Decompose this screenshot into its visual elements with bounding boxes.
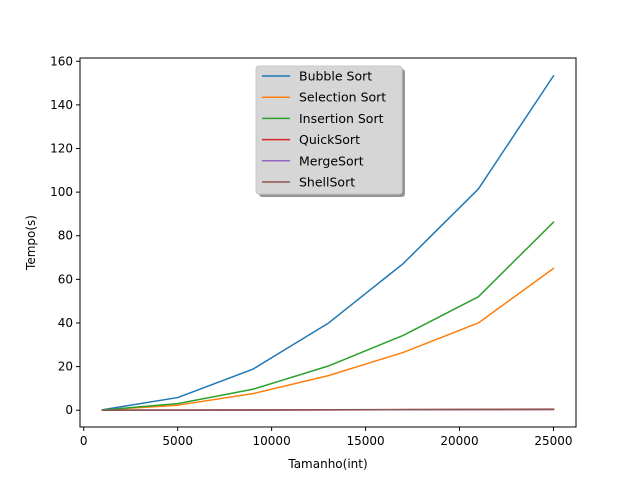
x-tick-label: 15000 [346, 434, 384, 448]
legend-label: Bubble Sort [299, 69, 372, 84]
y-tick-label: 0 [65, 403, 73, 417]
y-axis: 0 20 40 60 80 100 120 140 160 [50, 54, 80, 417]
x-tick-label: 10000 [253, 434, 291, 448]
y-tick-label: 20 [58, 360, 73, 374]
series-line-shellsort [101, 408, 555, 411]
y-tick-label: 60 [58, 272, 73, 286]
x-tick-label: 0 [80, 434, 88, 448]
x-tick-label: 20000 [440, 434, 478, 448]
legend: Bubble Sort Selection Sort Insertion Sort Q… [255, 65, 405, 197]
legend-label: QuickSort [299, 132, 360, 147]
series-line-bubble-sort [101, 74, 555, 411]
legend-box [255, 65, 403, 195]
legend-label: MergeSort [299, 153, 364, 168]
y-tick-label: 100 [50, 185, 73, 199]
x-tick-label: 5000 [162, 434, 193, 448]
series-line-selection-sort [101, 267, 555, 411]
y-tick-label: 80 [58, 229, 73, 243]
y-tick-label: 40 [58, 316, 73, 330]
legend-label: ShellSort [299, 175, 355, 190]
legend-label: Selection Sort [299, 90, 386, 105]
x-tick-label: 25000 [534, 434, 572, 448]
x-axis: 0 5000 10000 15000 20000 25000 [80, 427, 573, 448]
y-tick-label: 140 [50, 98, 73, 112]
legend-label: Insertion Sort [299, 111, 384, 126]
x-axis-label: Tamanho(int) [287, 457, 367, 471]
y-tick-label: 120 [50, 142, 73, 156]
y-tick-label: 160 [50, 54, 73, 68]
series-line-insertion-sort [101, 221, 555, 411]
series-layer [101, 74, 555, 411]
y-axis-label: Tempo(s) [24, 215, 38, 271]
plot-area-frame [79, 57, 577, 428]
